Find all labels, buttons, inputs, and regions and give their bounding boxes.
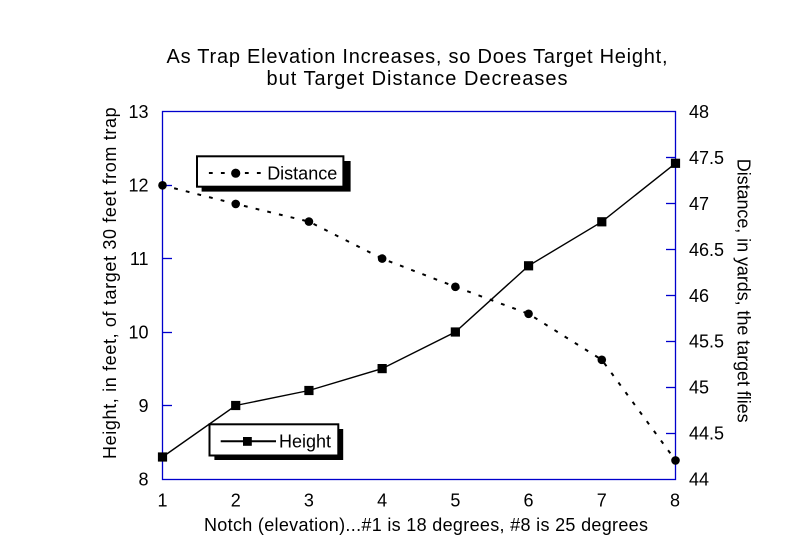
- svg-text:1: 1: [157, 491, 167, 511]
- svg-text:7: 7: [597, 491, 607, 511]
- svg-text:Height: Height: [279, 432, 331, 452]
- svg-text:47: 47: [689, 194, 709, 214]
- svg-text:but Target Distance Decreases: but Target Distance Decreases: [267, 68, 568, 90]
- svg-text:47.5: 47.5: [689, 148, 724, 168]
- svg-text:Distance: Distance: [267, 163, 337, 183]
- svg-text:5: 5: [450, 491, 460, 511]
- svg-text:46.5: 46.5: [689, 240, 724, 260]
- svg-text:44.5: 44.5: [689, 424, 724, 444]
- svg-text:8: 8: [670, 491, 680, 511]
- svg-text:As Trap Elevation Increases, s: As Trap Elevation Increases, so Does Tar…: [167, 46, 668, 68]
- svg-text:45.5: 45.5: [689, 332, 724, 352]
- svg-text:48: 48: [689, 102, 709, 122]
- svg-text:6: 6: [524, 491, 534, 511]
- svg-text:3: 3: [304, 491, 314, 511]
- svg-text:8: 8: [138, 470, 148, 490]
- svg-text:Distance, in yards, the target: Distance, in yards, the target flies: [734, 159, 754, 423]
- svg-text:9: 9: [138, 396, 148, 416]
- svg-text:45: 45: [689, 378, 709, 398]
- svg-text:Notch (elevation)...#1 is 18 d: Notch (elevation)...#1 is 18 degrees, #8…: [204, 515, 648, 535]
- svg-text:44: 44: [689, 470, 709, 490]
- svg-text:Height, in feet, of target 30: Height, in feet, of target 30 feet from …: [100, 107, 120, 459]
- svg-text:2: 2: [231, 491, 241, 511]
- svg-text:12: 12: [128, 176, 148, 196]
- svg-text:10: 10: [128, 323, 148, 343]
- svg-text:13: 13: [128, 102, 148, 122]
- svg-text:46: 46: [689, 286, 709, 306]
- svg-text:11: 11: [130, 249, 149, 269]
- svg-text:4: 4: [377, 491, 387, 511]
